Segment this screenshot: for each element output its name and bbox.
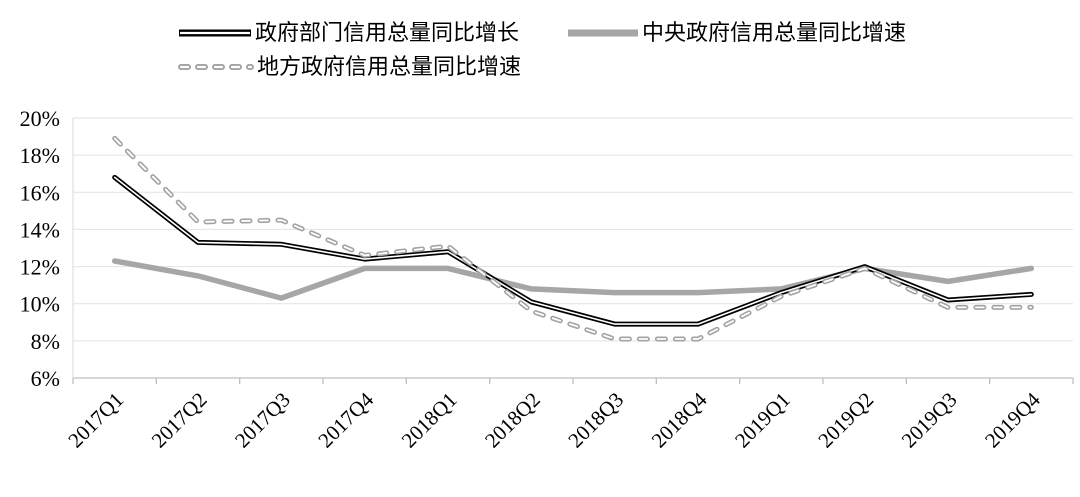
x-axis-label: 2018Q1 [397, 388, 462, 453]
y-axis-label: 20% [20, 106, 60, 131]
legend-item-government-sector: 政府部门信用总量同比增长 [178, 22, 519, 44]
y-axis-label: 6% [31, 366, 60, 391]
x-axis-label: 2018Q2 [480, 388, 545, 453]
legend-label-local-government: 地方政府信用总量同比增速 [257, 54, 522, 79]
legend-row-1: 政府部门信用总量同比增长 中央政府信用总量同比增速 [0, 16, 1080, 50]
y-axis-label: 16% [20, 180, 60, 205]
legend-line-sample-black-double-icon [179, 29, 251, 37]
y-axis-label: 8% [31, 329, 60, 354]
x-axis-label: 2019Q4 [980, 387, 1045, 452]
chart-legend: 政府部门信用总量同比增长 中央政府信用总量同比增速 地方政府信用总量同比增速 [0, 0, 1080, 84]
legend-line-sample-gray-dashed-icon [178, 64, 254, 70]
legend-label-government-sector: 政府部门信用总量同比增长 [255, 20, 520, 45]
series-line-government-sector-inner-white [113, 176, 1033, 325]
y-axis-label: 14% [20, 217, 60, 242]
y-axis-label: 18% [20, 143, 60, 168]
legend-row-2: 地方政府信用总量同比增速 [0, 50, 1080, 84]
x-axis-label: 2018Q4 [647, 387, 712, 452]
x-axis-label: 2017Q1 [63, 388, 128, 453]
x-axis-label: 2019Q2 [813, 388, 878, 453]
legend-label-central-government: 中央政府信用总量同比增速 [642, 20, 907, 45]
series-line-government-sector [112, 174, 1034, 327]
legend-item-local-government: 地方政府信用总量同比增速 [178, 56, 521, 78]
series-line-local-government-inner-white [113, 137, 1033, 340]
x-axis-label: 2017Q3 [230, 388, 295, 453]
x-axis-label: 2019Q1 [730, 388, 795, 453]
series-line-local-government [112, 135, 1034, 342]
x-axis-label: 2017Q2 [147, 388, 212, 453]
x-axis-label: 2018Q3 [563, 388, 628, 453]
x-axis-label: 2017Q4 [313, 387, 378, 452]
legend-item-central-government: 中央政府信用总量同比增速 [567, 22, 906, 44]
legend-line-sample-gray-solid-icon [568, 29, 639, 37]
x-axis-label: 2019Q3 [897, 388, 962, 453]
y-axis-label: 10% [20, 292, 60, 317]
y-axis-label: 12% [20, 255, 60, 280]
